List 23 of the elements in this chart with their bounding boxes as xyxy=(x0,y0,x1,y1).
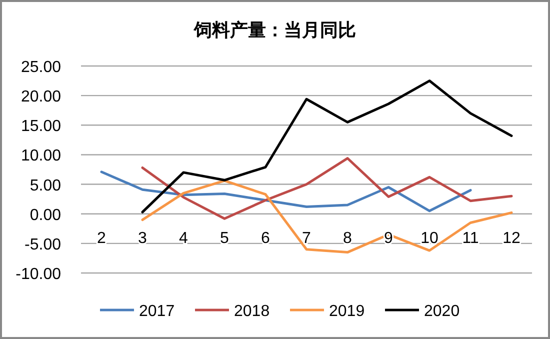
y-tick-label: 15.00 xyxy=(20,118,62,136)
x-tick-label: 2 xyxy=(97,230,106,247)
x-tick-label: 3 xyxy=(138,230,148,247)
x-tick-label: 6 xyxy=(261,230,270,247)
y-tick-label: 20.00 xyxy=(20,88,62,106)
x-tick-label: 4 xyxy=(179,230,188,247)
title: 饲料产量：当月同比 xyxy=(194,20,356,40)
legend-label: 2017 xyxy=(139,303,175,320)
x-tick-label: 12 xyxy=(502,230,520,247)
x-tick-label: 8 xyxy=(343,230,352,247)
y-tick-label: -10.00 xyxy=(16,266,62,283)
x-tick-label: 5 xyxy=(220,230,230,247)
y-tick-label: 5.00 xyxy=(30,177,62,194)
y-tick-label: 25.00 xyxy=(20,59,62,76)
x-tick-label: 11 xyxy=(462,230,479,247)
x-tick-label: 10 xyxy=(420,230,438,247)
legend-label: 2019 xyxy=(329,303,365,320)
y-tick-label: 10.00 xyxy=(20,148,62,165)
x-tick-label: 7 xyxy=(302,230,312,247)
legend-label: 2018 xyxy=(234,303,270,320)
y-tick-label: -5.00 xyxy=(24,236,62,254)
legend-label: 2020 xyxy=(424,303,460,320)
y-tick-label: 0.00 xyxy=(30,206,62,224)
